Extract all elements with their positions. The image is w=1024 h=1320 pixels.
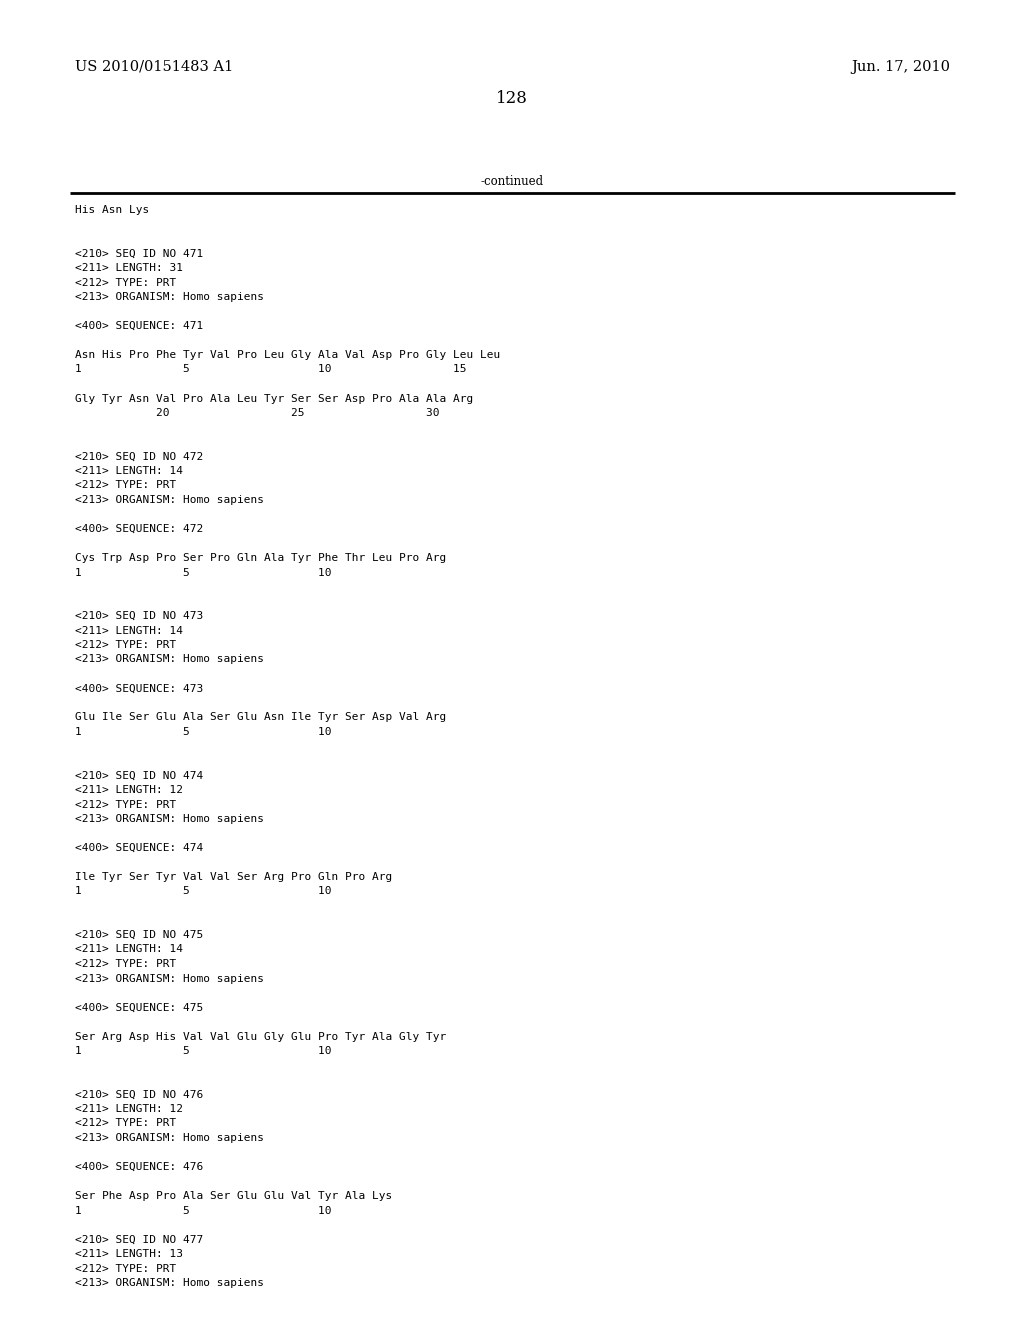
Text: <211> LENGTH: 14: <211> LENGTH: 14: [75, 626, 183, 635]
Text: Asn His Pro Phe Tyr Val Pro Leu Gly Ala Val Asp Pro Gly Leu Leu: Asn His Pro Phe Tyr Val Pro Leu Gly Ala …: [75, 350, 501, 360]
Text: <210> SEQ ID NO 477: <210> SEQ ID NO 477: [75, 1234, 203, 1245]
Text: <213> ORGANISM: Homo sapiens: <213> ORGANISM: Homo sapiens: [75, 974, 264, 983]
Text: -continued: -continued: [480, 176, 544, 187]
Text: <400> SEQUENCE: 475: <400> SEQUENCE: 475: [75, 1002, 203, 1012]
Text: US 2010/0151483 A1: US 2010/0151483 A1: [75, 59, 233, 74]
Text: <213> ORGANISM: Homo sapiens: <213> ORGANISM: Homo sapiens: [75, 655, 264, 664]
Text: <212> TYPE: PRT: <212> TYPE: PRT: [75, 960, 176, 969]
Text: <400> SEQUENCE: 472: <400> SEQUENCE: 472: [75, 524, 203, 535]
Text: <211> LENGTH: 12: <211> LENGTH: 12: [75, 785, 183, 795]
Text: 1               5                   10: 1 5 10: [75, 887, 332, 896]
Text: Glu Ile Ser Glu Ala Ser Glu Asn Ile Tyr Ser Asp Val Arg: Glu Ile Ser Glu Ala Ser Glu Asn Ile Tyr …: [75, 713, 446, 722]
Text: <212> TYPE: PRT: <212> TYPE: PRT: [75, 277, 176, 288]
Text: <211> LENGTH: 13: <211> LENGTH: 13: [75, 1249, 183, 1259]
Text: 1               5                   10                  15: 1 5 10 15: [75, 364, 467, 375]
Text: Jun. 17, 2010: Jun. 17, 2010: [851, 59, 950, 74]
Text: <212> TYPE: PRT: <212> TYPE: PRT: [75, 1118, 176, 1129]
Text: His Asn Lys: His Asn Lys: [75, 205, 150, 215]
Text: Ile Tyr Ser Tyr Val Val Ser Arg Pro Gln Pro Arg: Ile Tyr Ser Tyr Val Val Ser Arg Pro Gln …: [75, 873, 392, 882]
Text: <210> SEQ ID NO 471: <210> SEQ ID NO 471: [75, 248, 203, 259]
Text: <210> SEQ ID NO 476: <210> SEQ ID NO 476: [75, 1089, 203, 1100]
Text: 20                  25                  30: 20 25 30: [75, 408, 439, 418]
Text: <213> ORGANISM: Homo sapiens: <213> ORGANISM: Homo sapiens: [75, 1278, 264, 1288]
Text: <211> LENGTH: 31: <211> LENGTH: 31: [75, 263, 183, 273]
Text: <400> SEQUENCE: 471: <400> SEQUENCE: 471: [75, 321, 203, 331]
Text: <400> SEQUENCE: 474: <400> SEQUENCE: 474: [75, 843, 203, 853]
Text: 1               5                   10: 1 5 10: [75, 1045, 332, 1056]
Text: <210> SEQ ID NO 473: <210> SEQ ID NO 473: [75, 611, 203, 620]
Text: <213> ORGANISM: Homo sapiens: <213> ORGANISM: Homo sapiens: [75, 814, 264, 824]
Text: <210> SEQ ID NO 474: <210> SEQ ID NO 474: [75, 771, 203, 780]
Text: 1               5                   10: 1 5 10: [75, 727, 332, 737]
Text: <213> ORGANISM: Homo sapiens: <213> ORGANISM: Homo sapiens: [75, 1133, 264, 1143]
Text: <400> SEQUENCE: 476: <400> SEQUENCE: 476: [75, 1162, 203, 1172]
Text: <212> TYPE: PRT: <212> TYPE: PRT: [75, 640, 176, 649]
Text: 128: 128: [496, 90, 528, 107]
Text: <211> LENGTH: 14: <211> LENGTH: 14: [75, 466, 183, 477]
Text: <211> LENGTH: 14: <211> LENGTH: 14: [75, 945, 183, 954]
Text: <400> SEQUENCE: 473: <400> SEQUENCE: 473: [75, 684, 203, 693]
Text: <212> TYPE: PRT: <212> TYPE: PRT: [75, 1263, 176, 1274]
Text: Cys Trp Asp Pro Ser Pro Gln Ala Tyr Phe Thr Leu Pro Arg: Cys Trp Asp Pro Ser Pro Gln Ala Tyr Phe …: [75, 553, 446, 564]
Text: <211> LENGTH: 12: <211> LENGTH: 12: [75, 1104, 183, 1114]
Text: <210> SEQ ID NO 472: <210> SEQ ID NO 472: [75, 451, 203, 462]
Text: <212> TYPE: PRT: <212> TYPE: PRT: [75, 800, 176, 809]
Text: Ser Phe Asp Pro Ala Ser Glu Glu Val Tyr Ala Lys: Ser Phe Asp Pro Ala Ser Glu Glu Val Tyr …: [75, 1191, 392, 1201]
Text: 1               5                   10: 1 5 10: [75, 1205, 332, 1216]
Text: <213> ORGANISM: Homo sapiens: <213> ORGANISM: Homo sapiens: [75, 292, 264, 302]
Text: Gly Tyr Asn Val Pro Ala Leu Tyr Ser Ser Asp Pro Ala Ala Arg: Gly Tyr Asn Val Pro Ala Leu Tyr Ser Ser …: [75, 393, 473, 404]
Text: <210> SEQ ID NO 475: <210> SEQ ID NO 475: [75, 931, 203, 940]
Text: <213> ORGANISM: Homo sapiens: <213> ORGANISM: Homo sapiens: [75, 495, 264, 506]
Text: 1               5                   10: 1 5 10: [75, 568, 332, 578]
Text: Ser Arg Asp His Val Val Glu Gly Glu Pro Tyr Ala Gly Tyr: Ser Arg Asp His Val Val Glu Gly Glu Pro …: [75, 1031, 446, 1041]
Text: <212> TYPE: PRT: <212> TYPE: PRT: [75, 480, 176, 491]
